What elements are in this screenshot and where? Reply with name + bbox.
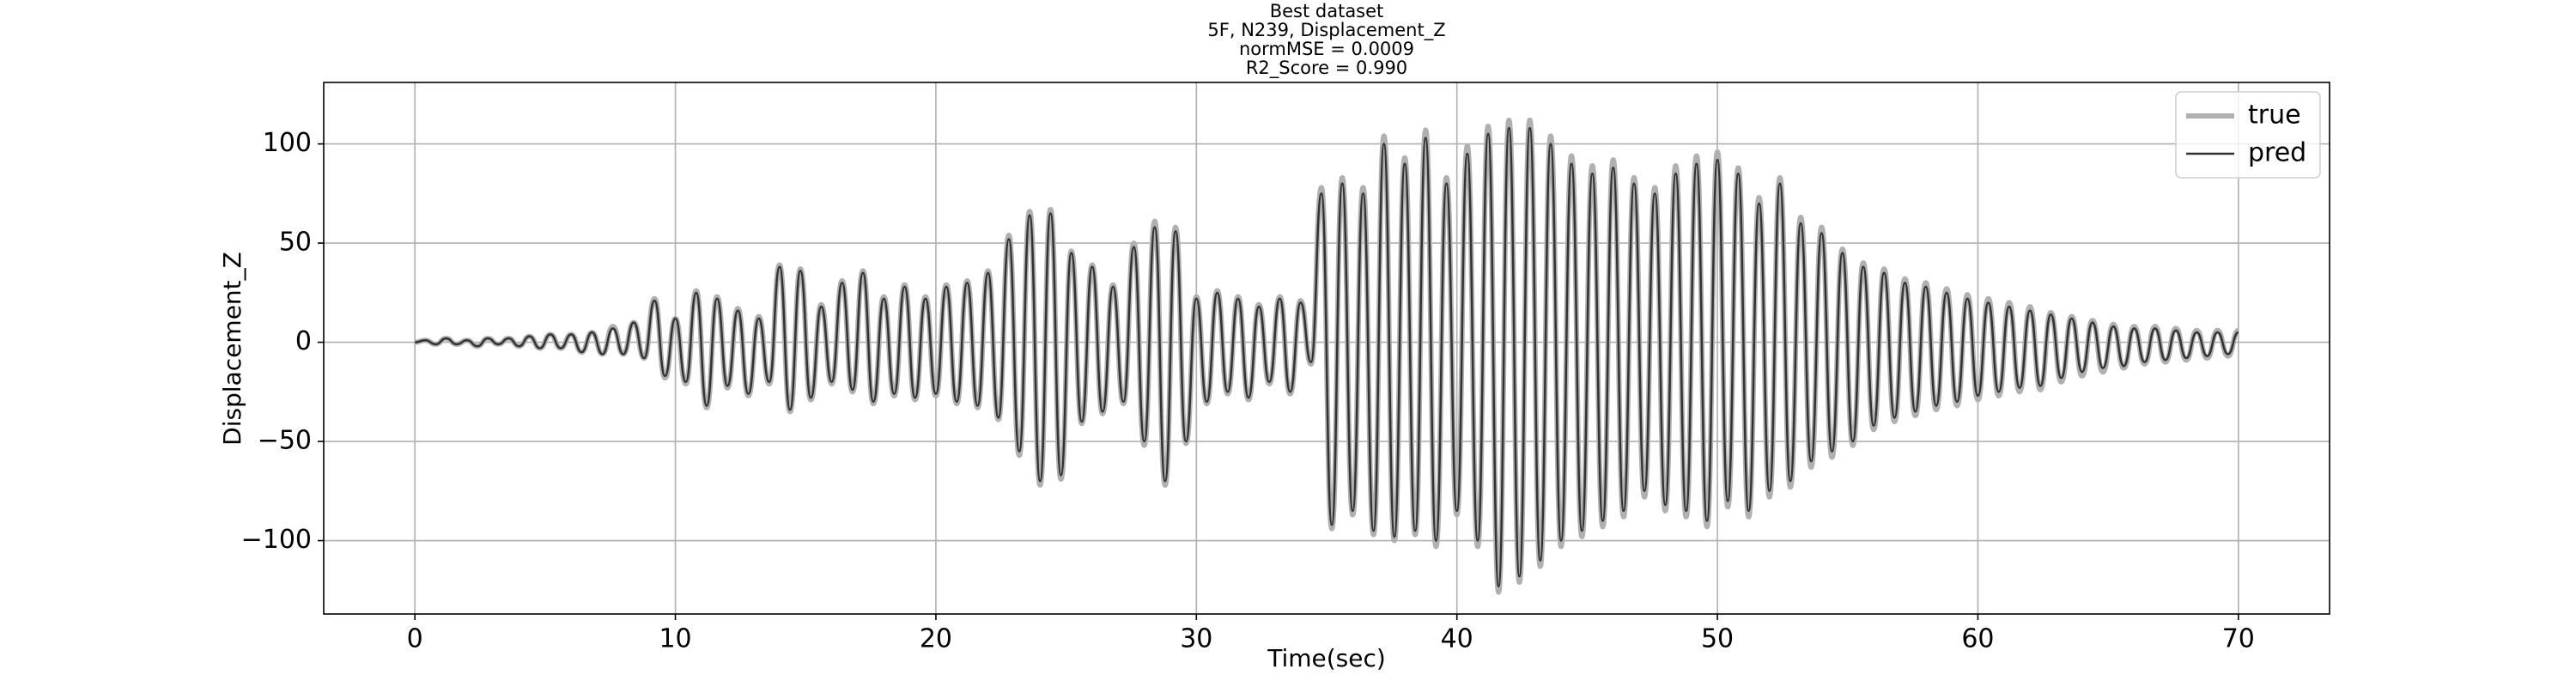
legend-label: true [2248, 100, 2301, 131]
x-tick-label: 0 [407, 624, 423, 654]
title-line: Best dataset [1270, 1, 1384, 21]
legend-label: pred [2248, 138, 2306, 168]
y-tick-label: 100 [263, 128, 312, 158]
x-tick-label: 60 [1961, 624, 1994, 654]
x-tick-label: 20 [920, 624, 952, 654]
title-line: 5F, N239, Displacement_Z [1207, 20, 1445, 41]
y-axis-label: Displacement_Z [218, 252, 246, 446]
x-tick-label: 50 [1701, 624, 1734, 654]
line-series [415, 126, 2239, 587]
plot-frame [323, 82, 2330, 615]
y-tick-label: 50 [279, 228, 312, 258]
y-tick-label: −100 [241, 525, 312, 555]
title-line: R2_Score = 0.990 [1246, 58, 1407, 79]
y-tick-label: 0 [295, 326, 312, 356]
title-line: normMSE = 0.0009 [1239, 39, 1414, 59]
x-tick-label: 70 [2222, 624, 2255, 654]
x-tick-label: 10 [659, 624, 691, 654]
x-tick-label: 40 [1441, 624, 1473, 654]
x-tick-label: 30 [1180, 624, 1212, 654]
legend: true pred [2175, 91, 2321, 179]
x-axis-label: Time(sec) [1267, 644, 1386, 672]
y-tick-label: −50 [258, 426, 312, 456]
